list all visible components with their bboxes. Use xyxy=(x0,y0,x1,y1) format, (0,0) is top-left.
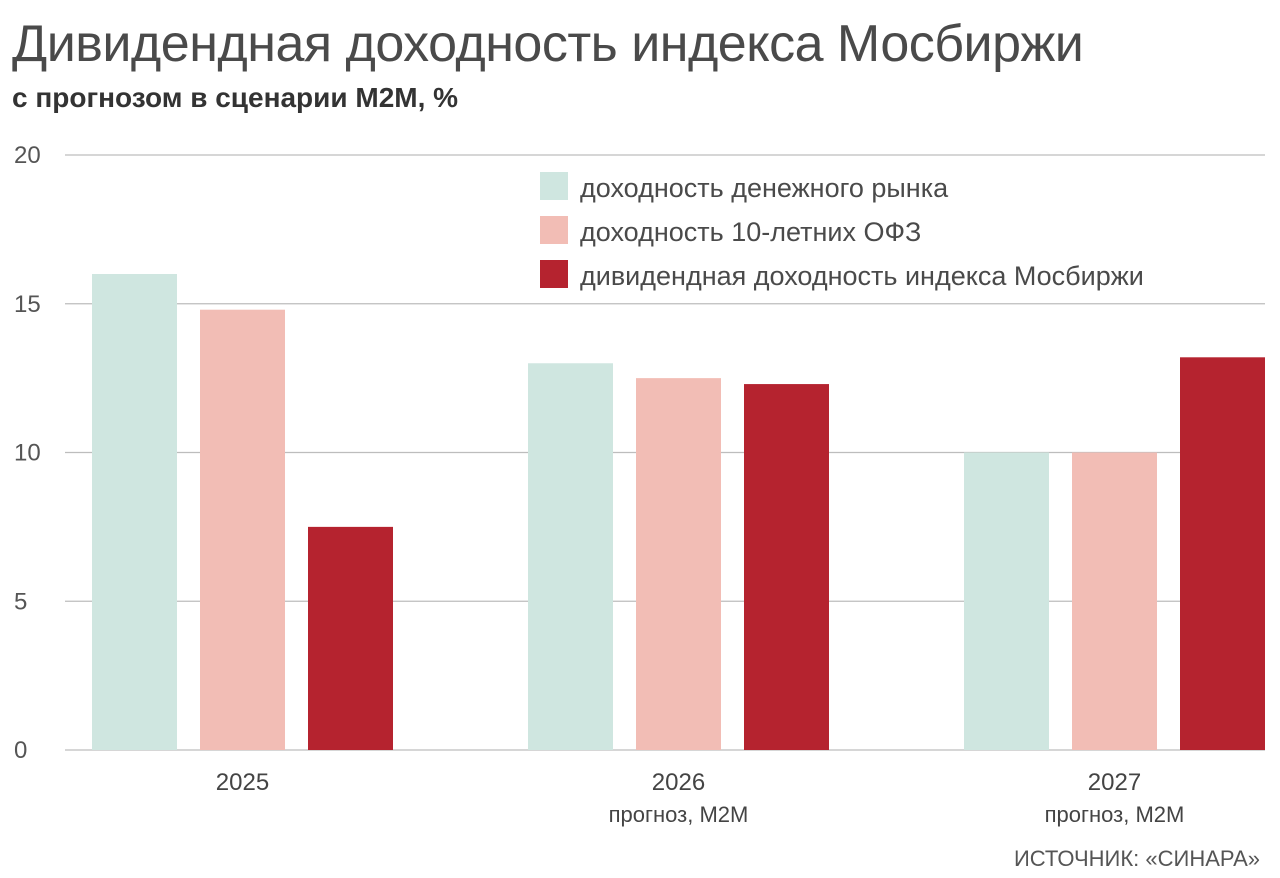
x-category-label: 2027 xyxy=(1088,769,1141,796)
bar xyxy=(308,526,393,750)
bars xyxy=(92,274,1265,750)
legend-swatch xyxy=(540,216,568,244)
y-tick-label: 0 xyxy=(14,737,27,764)
bar xyxy=(200,309,285,750)
chart-subtitle: с прогнозом в сценарии М2М, % xyxy=(12,82,459,113)
source-note: ИСТОЧНИК: «СИНАРА» xyxy=(1013,846,1260,871)
x-category-sublabel: прогноз, М2М xyxy=(1045,802,1185,827)
y-tick-label: 10 xyxy=(14,440,41,467)
legend-swatch xyxy=(540,260,568,288)
bar xyxy=(636,378,721,750)
legend: доходность денежного рынка доходность 10-… xyxy=(540,172,1144,291)
y-axis-ticks: 0 5 10 15 20 xyxy=(14,142,41,764)
bar xyxy=(92,274,177,750)
bar xyxy=(744,384,829,750)
x-category-label: 2026 xyxy=(652,769,705,796)
bar xyxy=(1072,452,1157,750)
y-tick-label: 5 xyxy=(14,588,27,615)
x-category-sublabel: прогноз, М2М xyxy=(609,802,749,827)
x-category-label: 2025 xyxy=(216,769,269,796)
y-tick-label: 20 xyxy=(14,142,41,169)
legend-label: доходность денежного рынка xyxy=(580,173,949,203)
legend-label: дивидендная доходность индекса Мосбиржи xyxy=(580,261,1144,291)
y-tick-label: 15 xyxy=(14,291,41,318)
chart-title: Дивидендная доходность индекса Мосбиржи xyxy=(12,15,1084,73)
bar xyxy=(1180,357,1265,750)
x-axis-categories: 2025 2026 прогноз, М2М 2027 прогноз, М2М xyxy=(216,769,1185,827)
legend-label: доходность 10-летних ОФЗ xyxy=(580,217,921,247)
bar xyxy=(528,363,613,750)
bar xyxy=(964,452,1049,750)
legend-swatch xyxy=(540,172,568,200)
